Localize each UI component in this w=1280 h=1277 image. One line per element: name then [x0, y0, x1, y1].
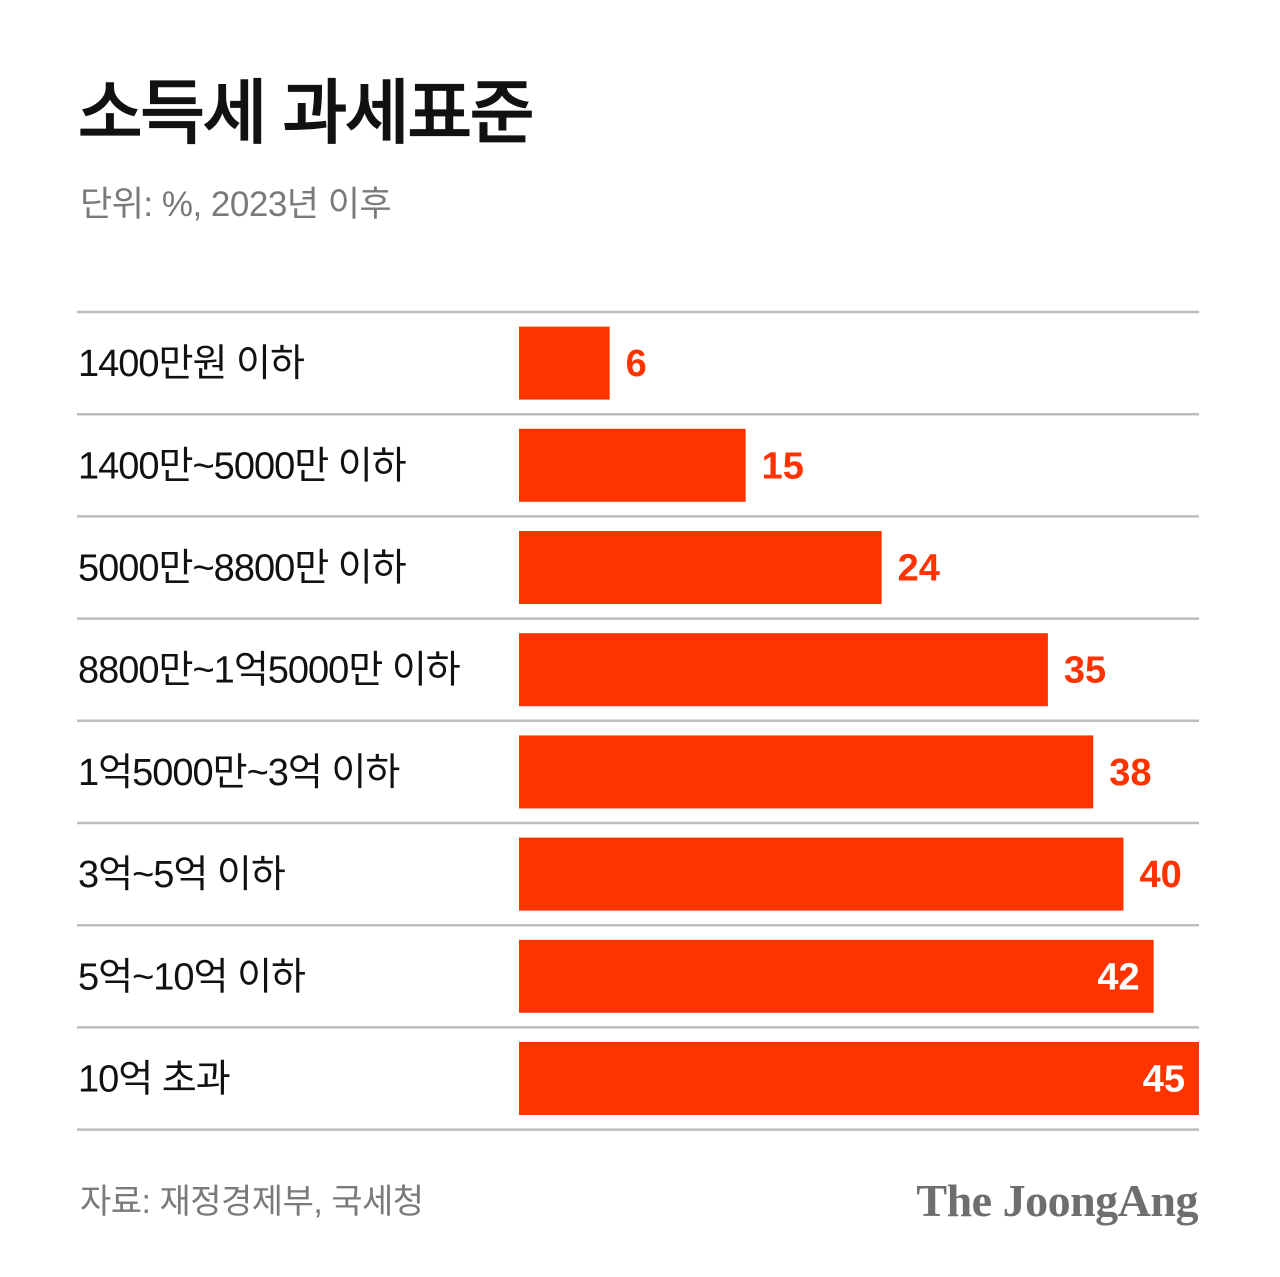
bar	[519, 428, 746, 502]
category-label: 1400만원 이하	[78, 343, 304, 385]
value-label: 24	[898, 548, 940, 590]
category-label: 1400만~5000만 이하	[78, 445, 406, 487]
source-note: 자료: 재정경제부, 국세청	[80, 1183, 424, 1221]
chart-title: 소득세 과세표준	[78, 74, 534, 152]
category-label: 10억 초과	[78, 1059, 230, 1101]
category-label: 5억~10억 이하	[78, 956, 305, 998]
category-label: 8800만~1억5000만 이하	[78, 650, 460, 692]
bar	[519, 531, 882, 604]
value-label: 35	[1064, 650, 1106, 692]
value-label: 38	[1109, 752, 1151, 794]
bar-chart: 1400만원 이하 6 1400만~5000만 이하 15 5000만~8800만 이하…	[77, 310, 1199, 1131]
bar	[519, 939, 1154, 1013]
value-label: 42	[1097, 956, 1139, 998]
bar	[519, 735, 1094, 809]
value-label: 15	[762, 445, 804, 487]
bar	[519, 326, 610, 400]
bar	[519, 633, 1048, 707]
bar	[519, 1042, 1199, 1115]
chart-subtitle: 단위: %, 2023년 이후	[80, 185, 392, 224]
category-label: 3억~5억 이하	[78, 854, 285, 896]
category-label: 5000만~8800만 이하	[78, 548, 406, 590]
category-label: 1억5000만~3억 이하	[78, 752, 399, 794]
value-label: 6	[626, 343, 647, 385]
value-label: 40	[1139, 854, 1181, 896]
brand-logo: The JoongAng	[916, 1175, 1198, 1226]
value-label: 45	[1143, 1059, 1185, 1101]
bar	[519, 837, 1124, 911]
